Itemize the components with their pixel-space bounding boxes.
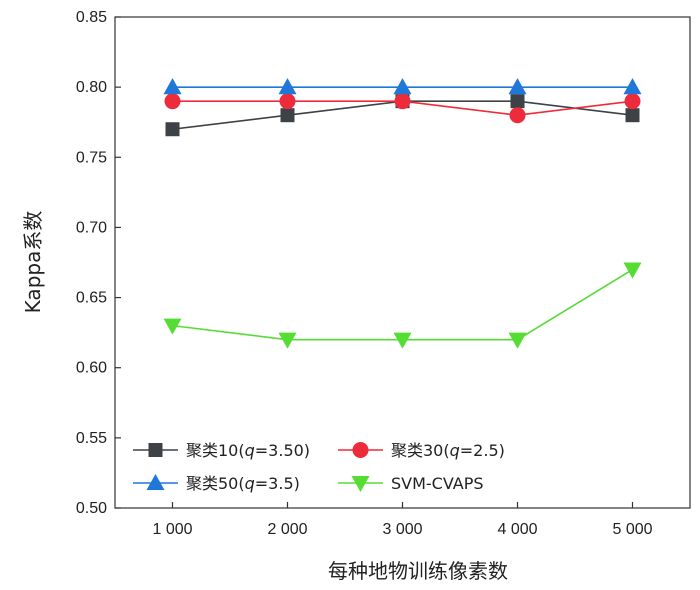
data-point <box>625 108 640 123</box>
series <box>164 93 641 124</box>
axes: 0.50 0.55 0.60 0.65 0.70 0.75 0.80 0.85 1 000 2 0… <box>76 9 691 538</box>
legend-label: 聚类30(q=2.5) <box>391 441 505 460</box>
data-point <box>165 122 180 137</box>
x-tick-label: 4 000 <box>497 521 537 538</box>
plot-area <box>163 78 642 349</box>
y-tick-label: 0.50 <box>76 500 107 517</box>
data-point <box>508 332 527 349</box>
data-point <box>508 78 527 95</box>
data-point <box>280 108 295 123</box>
data-point <box>351 475 370 493</box>
legend-item: 聚类50(q=3.5) <box>133 473 300 493</box>
data-point <box>393 78 412 95</box>
data-point <box>394 93 411 110</box>
data-point <box>279 93 296 110</box>
legend-label: SVM-CVAPS <box>391 474 484 493</box>
y-tick-label: 0.65 <box>76 290 107 307</box>
x-axis-title: 每种地物训练像素数 <box>328 559 508 583</box>
y-tick-label: 0.60 <box>76 360 107 377</box>
data-point <box>624 93 641 110</box>
x-tick-label: 3 000 <box>382 521 422 538</box>
legend-item: 聚类10(q=3.50) <box>133 441 310 460</box>
data-point <box>623 78 642 95</box>
x-tick-label: 5 000 <box>612 521 652 538</box>
y-axis-title: Kappa系数 <box>21 211 45 314</box>
legend-label: 聚类50(q=3.5) <box>186 474 300 493</box>
x-tick-label: 1 000 <box>152 521 192 538</box>
data-point <box>623 262 642 279</box>
legend-item: 聚类30(q=2.5) <box>338 441 505 460</box>
data-point <box>352 442 369 458</box>
data-point <box>393 332 412 349</box>
x-tick-label: 2 000 <box>267 521 307 538</box>
data-point <box>510 94 525 109</box>
data-point <box>148 443 163 457</box>
legend: 聚类10(q=3.50) 聚类30(q=2.5) 聚类50(q=3.5) SVM-CV… <box>133 441 505 493</box>
series-line <box>172 268 633 341</box>
data-point <box>163 318 182 335</box>
data-point <box>146 473 165 491</box>
series <box>163 78 642 95</box>
y-tick-label: 0.55 <box>76 430 107 447</box>
data-point <box>278 332 297 349</box>
data-point <box>278 78 297 95</box>
data-point <box>163 78 182 95</box>
data-point <box>509 107 526 124</box>
legend-item: SVM-CVAPS <box>338 474 484 493</box>
y-tick-label: 0.80 <box>76 79 107 96</box>
data-point <box>164 93 181 110</box>
y-tick-label: 0.70 <box>76 219 107 236</box>
y-tick-label: 0.75 <box>76 149 107 166</box>
series <box>163 262 642 349</box>
y-tick-label: 0.85 <box>76 9 107 26</box>
legend-label: 聚类10(q=3.50) <box>186 441 310 460</box>
